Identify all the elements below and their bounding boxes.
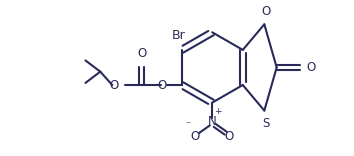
Text: +: + <box>214 107 221 116</box>
Text: O: O <box>224 130 234 143</box>
Text: N: N <box>208 115 217 128</box>
Text: S: S <box>262 117 270 130</box>
Text: O: O <box>157 78 166 92</box>
Text: O: O <box>109 78 119 92</box>
Text: O: O <box>306 61 315 74</box>
Text: O: O <box>191 130 200 143</box>
Text: O: O <box>262 5 271 18</box>
Text: ⁻: ⁻ <box>185 120 191 130</box>
Text: O: O <box>137 47 146 60</box>
Text: Br: Br <box>172 29 186 42</box>
